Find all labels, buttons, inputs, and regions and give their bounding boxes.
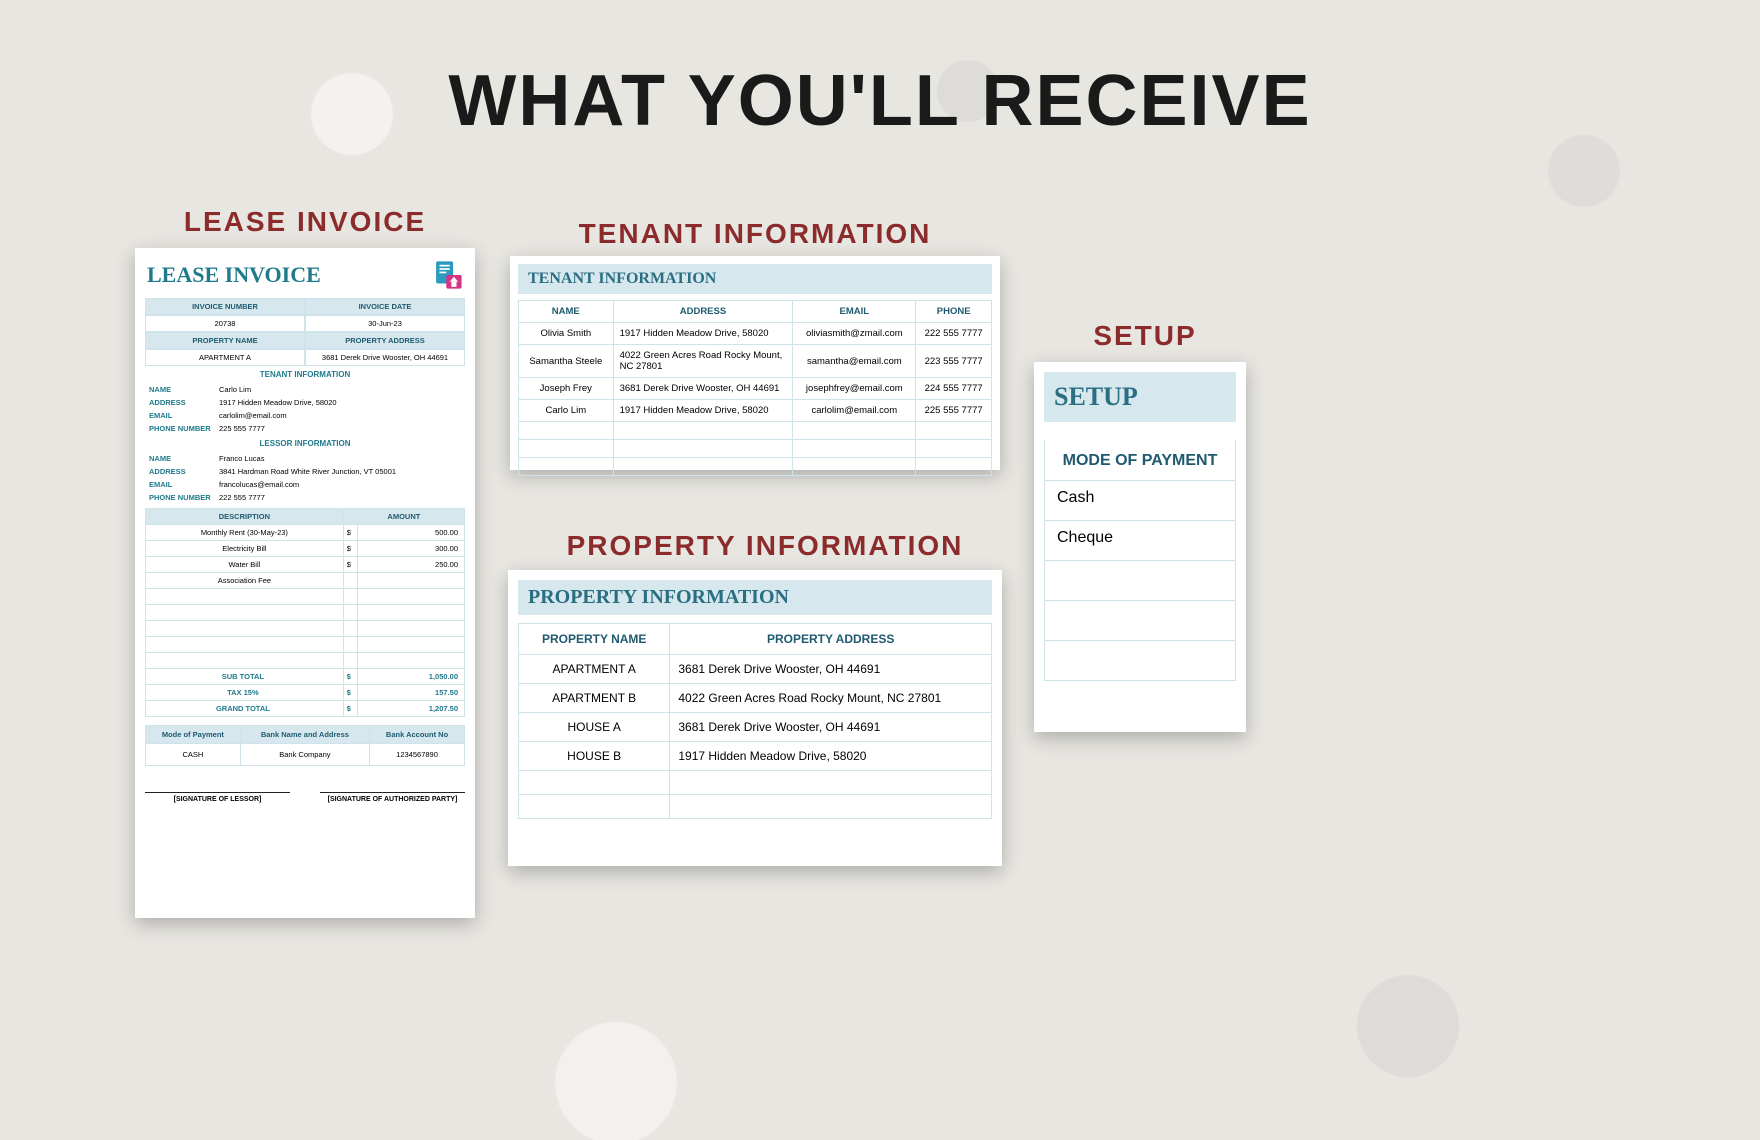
tenant-info-card: TENANT INFORMATION NAME ADDRESS EMAIL PH… <box>510 256 1000 470</box>
tenant-address-k: ADDRESS <box>145 396 215 409</box>
table-row <box>519 422 992 440</box>
tenant-email-k: EMAIL <box>145 409 215 422</box>
table-row: Joseph Frey3681 Derek Drive Wooster, OH … <box>519 378 992 400</box>
property-name-value: APARTMENT A <box>145 349 305 366</box>
table-row: APARTMENT A3681 Derek Drive Wooster, OH … <box>519 655 992 684</box>
property-panel-title: PROPERTY INFORMATION <box>518 580 992 615</box>
tenant-h-address: ADDRESS <box>613 301 793 323</box>
pay-bank-h: Bank Name and Address <box>240 726 369 744</box>
lessor-phone-k: PHONE NUMBER <box>145 491 215 504</box>
payment-mode-row: Cash <box>1044 481 1236 521</box>
line-item: Water Bill$250.00 <box>146 557 465 573</box>
tenant-table: NAME ADDRESS EMAIL PHONE Olivia Smith191… <box>518 300 992 476</box>
invoice-date-header: INVOICE DATE <box>305 298 465 315</box>
signature-authorized: [SIGNATURE OF AUTHORIZED PARTY] <box>320 792 465 803</box>
line-item <box>146 653 465 669</box>
setup-section-label: SETUP <box>1045 320 1245 352</box>
lessor-phone-v: 222 555 7777 <box>215 491 465 504</box>
subtotal-row: SUB TOTAL$1,050.00 <box>146 669 465 685</box>
tenant-h-phone: PHONE <box>916 301 992 323</box>
invoice-number-header: INVOICE NUMBER <box>145 298 305 315</box>
table-row: HOUSE B1917 Hidden Meadow Drive, 58020 <box>519 742 992 771</box>
property-section-label: PROPERTY INFORMATION <box>525 530 1005 562</box>
tenant-name-v: Carlo Lim <box>215 383 465 396</box>
property-address-header: PROPERTY ADDRESS <box>305 332 465 349</box>
tenant-h-name: NAME <box>519 301 614 323</box>
line-item: Association Fee <box>146 573 465 589</box>
table-row <box>519 440 992 458</box>
tenant-phone-k: PHONE NUMBER <box>145 422 215 435</box>
table-row <box>519 458 992 476</box>
property-info-card: PROPERTY INFORMATION PROPERTY NAME PROPE… <box>508 570 1002 866</box>
pay-acct-h: Bank Account No <box>370 726 465 744</box>
tenant-name-k: NAME <box>145 383 215 396</box>
table-row <box>519 795 992 819</box>
line-item <box>146 605 465 621</box>
tenant-section-label: TENANT INFORMATION <box>510 218 1000 250</box>
lessor-email-k: EMAIL <box>145 478 215 491</box>
line-item <box>146 589 465 605</box>
signature-lessor: [SIGNATURE OF LESSOR] <box>145 792 290 803</box>
lessor-address-k: ADDRESS <box>145 465 215 478</box>
line-items-table: DESCRIPTIONAMOUNT Monthly Rent (30-May-2… <box>145 508 465 717</box>
pay-bank-v: Bank Company <box>240 744 369 766</box>
mode-of-payment-header: MODE OF PAYMENT <box>1044 440 1236 481</box>
tenant-info-subheader: TENANT INFORMATION <box>145 366 465 383</box>
page-title: WHAT YOU'LL RECEIVE <box>0 60 1760 142</box>
payment-mode-row <box>1044 601 1236 641</box>
property-name-header: PROPERTY NAME <box>145 332 305 349</box>
lease-invoice-card: LEASE INVOICE INVOICE NUMBER INVOICE DAT… <box>135 248 475 918</box>
payment-mode-row: Cheque <box>1044 521 1236 561</box>
tenant-panel-title: TENANT INFORMATION <box>518 264 992 294</box>
lease-invoice-title: LEASE INVOICE <box>145 258 465 292</box>
tax-row: TAX 15%$157.50 <box>146 685 465 701</box>
property-address-value: 3681 Derek Drive Wooster, OH 44691 <box>305 349 465 366</box>
table-row: Olivia Smith1917 Hidden Meadow Drive, 58… <box>519 323 992 345</box>
line-item: Monthly Rent (30-May-23)$500.00 <box>146 525 465 541</box>
lessor-name-k: NAME <box>145 452 215 465</box>
lessor-email-v: francolucas@email.com <box>215 478 465 491</box>
setup-card: SETUP MODE OF PAYMENT Cash Cheque <box>1034 362 1246 732</box>
tenant-email-v: carlolim@email.com <box>215 409 465 422</box>
table-row: APARTMENT B4022 Green Acres Road Rocky M… <box>519 684 992 713</box>
tenant-address-v: 1917 Hidden Meadow Drive, 58020 <box>215 396 465 409</box>
pay-acct-v: 1234567890 <box>370 744 465 766</box>
desc-header: DESCRIPTION <box>146 509 344 525</box>
lessor-info-subheader: LESSOR INFORMATION <box>145 435 465 452</box>
line-item: Electricity Bill$300.00 <box>146 541 465 557</box>
invoice-icon <box>431 258 465 292</box>
tenant-h-email: EMAIL <box>793 301 916 323</box>
payment-mode-row <box>1044 561 1236 601</box>
prop-h-name: PROPERTY NAME <box>519 624 670 655</box>
grand-total-row: GRAND TOTAL$1,207.50 <box>146 701 465 717</box>
prop-h-address: PROPERTY ADDRESS <box>670 624 992 655</box>
setup-panel-title: SETUP <box>1044 372 1236 422</box>
table-row: Samantha Steele4022 Green Acres Road Roc… <box>519 345 992 378</box>
invoice-number-value: 20738 <box>145 315 305 332</box>
pay-mode-v: CASH <box>146 744 241 766</box>
table-row: Carlo Lim1917 Hidden Meadow Drive, 58020… <box>519 400 992 422</box>
payment-table: Mode of PaymentBank Name and AddressBank… <box>145 725 465 766</box>
line-item <box>146 621 465 637</box>
lessor-address-v: 3841 Hardman Road White River Junction, … <box>215 465 465 478</box>
payment-mode-row <box>1044 641 1236 681</box>
line-item <box>146 637 465 653</box>
amount-header: AMOUNT <box>343 509 464 525</box>
table-row <box>519 771 992 795</box>
property-table: PROPERTY NAME PROPERTY ADDRESS APARTMENT… <box>518 623 992 819</box>
lease-section-label: LEASE INVOICE <box>135 206 475 238</box>
invoice-date-value: 30-Jun-23 <box>305 315 465 332</box>
pay-mode-h: Mode of Payment <box>146 726 241 744</box>
lessor-name-v: Franco Lucas <box>215 452 465 465</box>
tenant-phone-v: 225 555 7777 <box>215 422 465 435</box>
table-row: HOUSE A3681 Derek Drive Wooster, OH 4469… <box>519 713 992 742</box>
